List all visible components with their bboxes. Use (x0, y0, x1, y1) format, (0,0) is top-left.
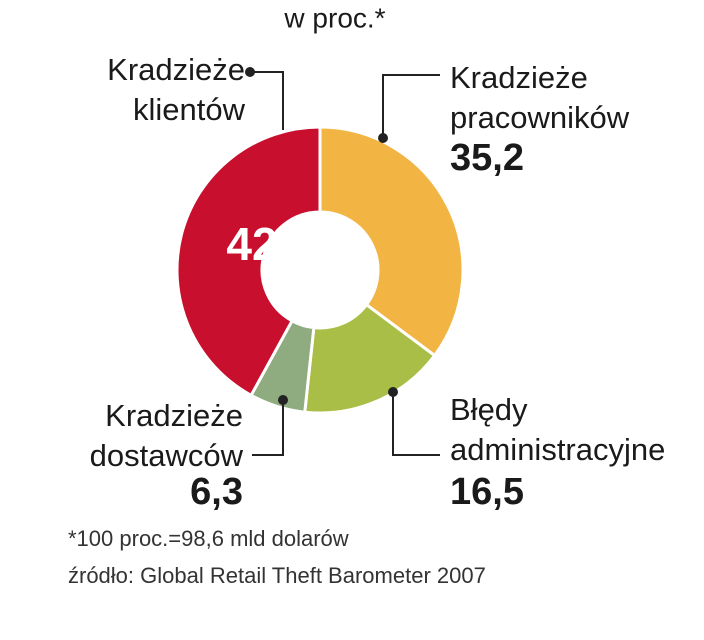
value-label: 42 (226, 218, 277, 270)
leader-dot (245, 67, 255, 77)
leader-line (382, 74, 440, 138)
category-label: Kradzieże dostawców (90, 398, 244, 473)
chart-title: w proc.* (283, 2, 385, 33)
leader-dot (388, 387, 398, 397)
category-label: Błędy administracyjne (450, 392, 665, 467)
value-label: 35,2 (450, 137, 524, 179)
leader-line (250, 71, 284, 130)
value-label: 16,5 (450, 471, 524, 513)
category-label: Kradzieże pracowników (450, 60, 630, 135)
donut-segment (318, 125, 465, 358)
leader-dot (278, 395, 288, 405)
value-label: 6,3 (190, 471, 243, 513)
donut-segment (175, 125, 322, 398)
donut-segment (303, 302, 437, 415)
leader-dot (378, 133, 388, 143)
footnote: *100 proc.=98,6 mld dolarów (68, 526, 349, 551)
leader-line (252, 400, 284, 456)
category-label: Kradzieże klientów (107, 52, 245, 127)
source: źródło: Global Retail Theft Barometer 20… (68, 563, 486, 588)
leader-line (392, 392, 440, 456)
